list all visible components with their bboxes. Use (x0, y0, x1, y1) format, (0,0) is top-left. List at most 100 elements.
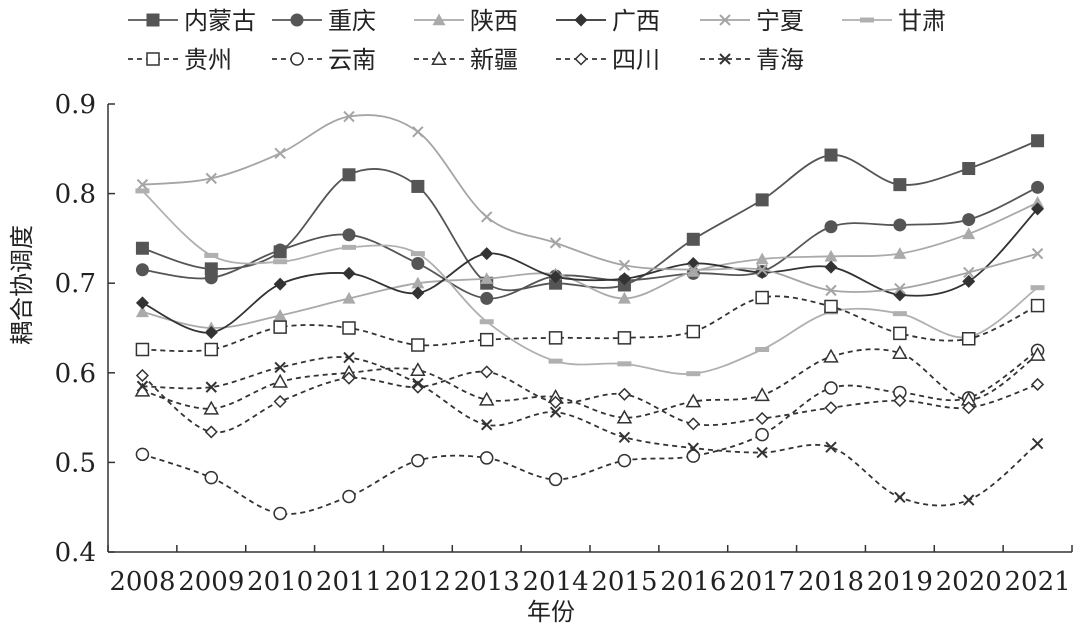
data-point (343, 351, 355, 364)
data-point (1031, 134, 1045, 148)
series-line (142, 348, 1039, 419)
data-point (617, 361, 632, 367)
data-point (686, 324, 701, 339)
data-point (549, 406, 562, 418)
data-point (755, 411, 769, 426)
data-point (135, 305, 149, 318)
legend-item: 云南 (272, 46, 376, 74)
data-point (135, 263, 149, 277)
legend-item: 四川 (556, 46, 660, 74)
series-line (142, 349, 1039, 515)
data-point (204, 262, 218, 276)
x-tick-label: 2019 (867, 567, 933, 597)
legend-item: 贵州 (128, 46, 232, 74)
series-line (142, 114, 1038, 293)
data-point (617, 331, 632, 345)
data-point (1031, 437, 1044, 450)
data-point (549, 395, 563, 409)
x-tick-label: 2016 (660, 567, 726, 597)
data-point (480, 247, 494, 261)
data-point (342, 228, 356, 242)
data-point (480, 272, 494, 284)
data-point (412, 377, 424, 390)
data-point (273, 277, 287, 291)
axes (107, 104, 1072, 553)
data-point (135, 241, 149, 255)
data-point (756, 264, 768, 276)
data-point (893, 394, 907, 408)
data-point (962, 401, 976, 415)
legend-marker (719, 14, 731, 26)
series-3 (135, 196, 1045, 334)
data-point (686, 417, 700, 431)
data-point (755, 290, 769, 305)
data-point (823, 348, 839, 363)
data-point (893, 288, 907, 302)
x-axis-title: 年份 (527, 598, 575, 626)
legend-label: 宁夏 (756, 7, 804, 35)
data-point (136, 178, 149, 191)
series-1 (135, 134, 1045, 292)
data-point (135, 368, 149, 383)
legend-marker (146, 13, 160, 27)
data-point (411, 286, 425, 300)
data-point (617, 272, 631, 286)
data-point (824, 381, 838, 395)
data-point (411, 338, 425, 352)
data-point (1031, 196, 1045, 208)
x-tick-label: 2009 (178, 567, 244, 597)
data-point (1029, 346, 1046, 361)
data-point (479, 451, 494, 465)
data-point (824, 401, 838, 415)
data-point (343, 110, 355, 123)
data-point (893, 247, 907, 259)
data-point (342, 291, 356, 304)
data-point (618, 259, 631, 271)
data-point (963, 266, 975, 279)
legend-item: 重庆 (272, 7, 376, 35)
data-point (892, 345, 908, 360)
data-point (480, 365, 494, 379)
x-tick-label: 2008 (109, 567, 175, 597)
data-point (756, 446, 768, 459)
legend-item: 广西 (556, 7, 660, 35)
data-point (204, 342, 219, 357)
data-point (480, 291, 494, 305)
data-point (342, 244, 356, 250)
data-point (686, 232, 700, 246)
legend-label: 新疆 (470, 46, 518, 74)
data-point (549, 270, 563, 284)
series-7 (135, 290, 1045, 357)
data-point (411, 256, 425, 270)
legend-item: 宁夏 (700, 7, 804, 35)
legend-item: 内蒙古 (128, 7, 256, 35)
x-tick-label: 2021 (1004, 567, 1070, 597)
data-point (479, 332, 494, 347)
data-point (273, 506, 287, 521)
data-point (618, 431, 631, 444)
legend-label: 内蒙古 (184, 7, 256, 35)
legend-marker (290, 13, 304, 27)
data-point (342, 371, 356, 385)
legend-label: 青海 (756, 46, 804, 74)
data-point (687, 264, 699, 276)
x-tick-label: 2020 (936, 567, 1002, 597)
legend-label: 贵州 (184, 46, 232, 74)
data-point (135, 188, 150, 194)
data-point (273, 243, 287, 257)
legend-label: 云南 (328, 46, 376, 74)
series-line (142, 356, 1039, 507)
data-point (963, 494, 975, 506)
data-point (273, 394, 287, 409)
data-point (1031, 180, 1045, 194)
data-point (410, 251, 425, 257)
data-point (481, 419, 493, 431)
data-point (754, 387, 770, 402)
x-tick-label: 2012 (385, 567, 451, 597)
legend-item: 陕西 (414, 7, 518, 35)
data-point (411, 276, 425, 289)
data-point (549, 237, 562, 249)
legend-label: 甘肃 (898, 7, 946, 35)
legend-marker (146, 52, 160, 66)
y-tick-label: 0.7 (55, 269, 96, 299)
